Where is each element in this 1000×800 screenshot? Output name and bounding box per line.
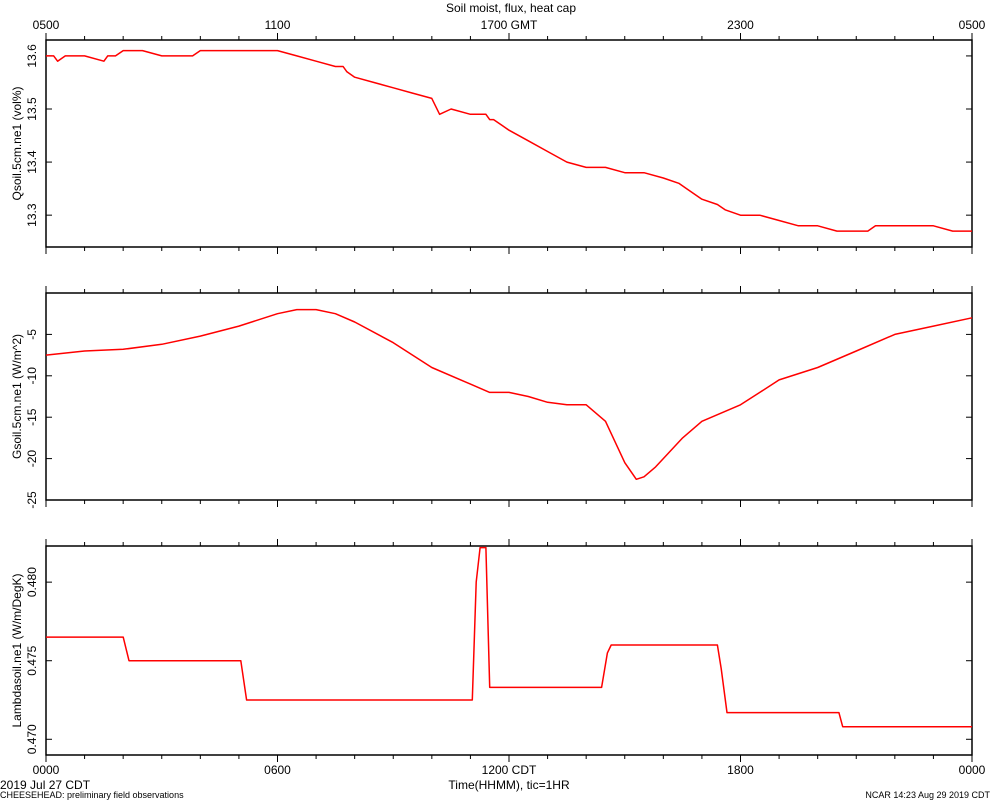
panel-3-y-tick-label: 0.480 [25,567,39,597]
bottom-x-tick-label: 0000 [959,763,986,777]
x-axis-title: Time(HHMM), tic=1HR [448,778,570,792]
panel-2-y-tick-label: -25 [25,491,39,509]
chart-title: Soil moist, flux, heat cap [446,1,576,15]
panel-3-y-tick-label: 0.475 [25,645,39,675]
top-x-tick-label: 1100 [265,18,291,32]
panel-1-y-tick-label: 13.3 [25,203,39,227]
footer-credit: NCAR 14:23 Aug 29 2019 CDT [865,790,990,800]
panel-3-series-line [46,546,972,728]
panel-2-y-tick-label: -10 [25,367,39,385]
panel-2-y-tick-label: -15 [25,408,39,426]
panel-3-frame [45,545,973,756]
panel-1-series-line [46,49,972,232]
panel-2-y-tick-label: -5 [25,329,39,340]
footer-project: CHEESEHEAD: preliminary field observatio… [0,790,184,800]
panel-1-y-tick-label: 13.5 [25,97,39,121]
panel-3-y-axis-title: Lambdasoil.ne1 (W/m/DegK) [10,573,24,727]
panel-2-series-line [45,308,973,481]
top-x-tick-label: 0500 [33,18,60,32]
panel-3-y-tick-label: 0.470 [25,724,39,754]
bottom-x-tick-label: 0000 [33,763,60,777]
top-x-tick-label: 0500 [959,18,986,32]
panel-1-frame [45,39,973,248]
panel-1-y-tick-label: 13.6 [25,44,39,68]
top-x-tick-label: 2300 [727,18,754,32]
bottom-x-tick-label: 1800 [727,763,754,777]
panel-2-y-axis-title: Gsoil.5cm.ne1 (W/m^2) [10,334,24,459]
panel-1-y-tick-label: 13.4 [25,150,39,174]
bottom-x-tick-label: 0600 [264,763,291,777]
bottom-x-tick-label: 1200 CDT [482,763,537,777]
top-x-tick-label: 1700 GMT [481,18,538,32]
footer-date: 2019 Jul 27 CDT [0,778,91,792]
panel-2-y-tick-label: -20 [25,450,39,468]
panel-2-frame [45,292,973,501]
panel-1-y-axis-title: Qsoil.5cm.ne1 (vol%) [10,86,24,200]
